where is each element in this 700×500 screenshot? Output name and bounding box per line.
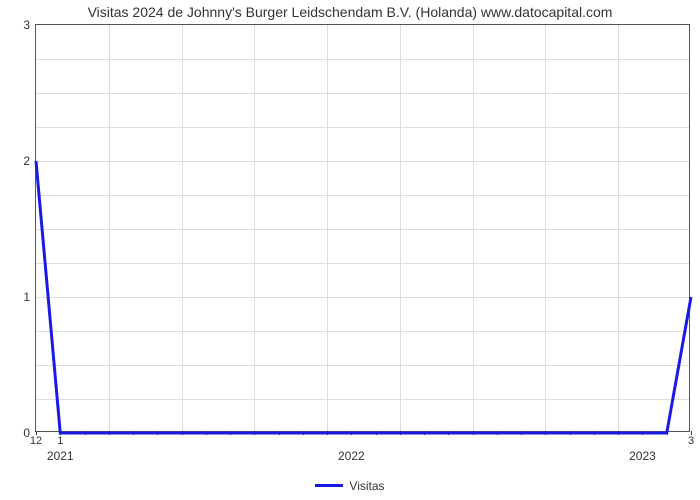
legend-label: Visitas (349, 479, 384, 493)
x-month-label: 3 (688, 435, 694, 447)
y-tick-label: 3 (23, 18, 36, 32)
legend-swatch (315, 484, 343, 487)
x-year-label: 2021 (47, 449, 74, 463)
series-line (36, 25, 691, 433)
plot-area: 01231213202120222023 (35, 24, 690, 432)
chart-container: Visitas 2024 de Johnny's Burger Leidsche… (0, 0, 700, 500)
x-year-label: 2022 (338, 449, 365, 463)
x-year-label: 2023 (629, 449, 656, 463)
legend: Visitas (0, 478, 700, 493)
x-month-label: 12 (30, 435, 42, 447)
y-tick-label: 2 (23, 154, 36, 168)
x-month-label: 1 (57, 435, 63, 447)
y-tick-label: 1 (23, 290, 36, 304)
chart-title: Visitas 2024 de Johnny's Burger Leidsche… (0, 4, 700, 20)
